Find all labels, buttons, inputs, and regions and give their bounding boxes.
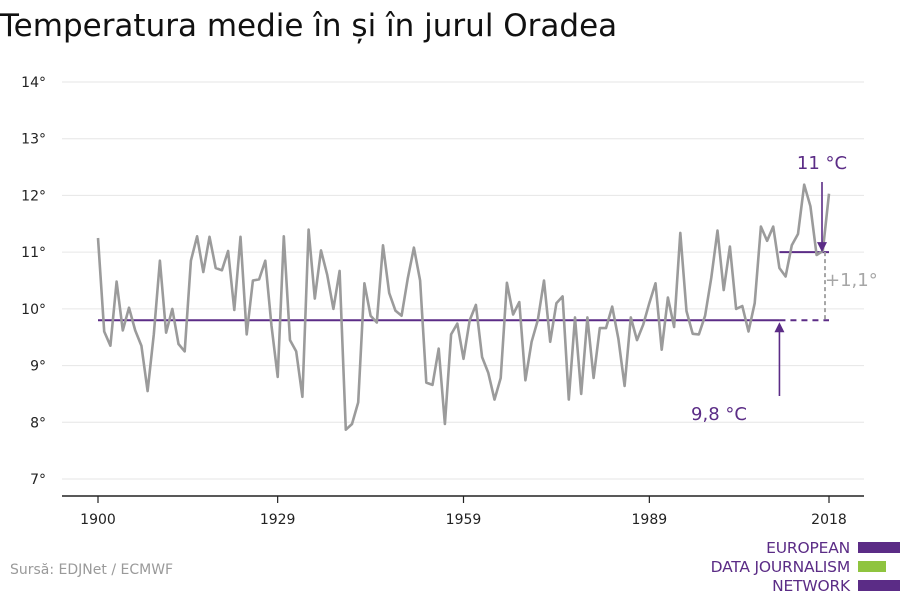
x-tick-label-1989: 1989 <box>632 512 668 528</box>
x-tick-label-1929: 1929 <box>260 512 296 528</box>
arrow-9-8c-head <box>774 322 785 333</box>
annotation-11c: 11 °C <box>797 153 847 174</box>
x-axis: 1900 1929 1959 1989 2018 <box>62 495 864 528</box>
y-tick-label-7: 7° <box>30 472 46 488</box>
logo-bar-purple-2 <box>858 580 900 591</box>
x-tick-label-1959: 1959 <box>446 512 482 528</box>
annotation-difference: +1,1° <box>825 270 878 291</box>
source-credit: Sursă: EDJNet / ECMWF <box>10 562 174 578</box>
logo-bar-purple-1 <box>858 542 900 553</box>
arrow-11c-head <box>817 242 827 253</box>
y-tick-label-11: 11° <box>21 245 46 261</box>
y-tick-label-12: 12° <box>21 188 46 204</box>
x-tick-label-1900: 1900 <box>80 512 116 528</box>
logo-line-3: NETWORK <box>772 577 850 595</box>
y-tick-label-10: 10° <box>21 302 46 318</box>
temperature-series-line <box>96 183 831 431</box>
y-tick-labels: 7° 8° 9° 10° 11° 12° 13° 14° <box>21 75 46 488</box>
logo-bar-green <box>858 561 886 572</box>
grid-lines <box>62 81 864 480</box>
x-tick-label-2018: 2018 <box>811 512 847 528</box>
ejn-logo: EUROPEAN DATA JOURNALISM NETWORK <box>700 537 900 597</box>
logo-line-2: DATA JOURNALISM <box>710 558 851 576</box>
annotation-9-8c: 9,8 °C <box>691 404 747 425</box>
y-tick-label-9: 9° <box>30 359 46 375</box>
annotations: 11 °C 9,8 °C +1,1° <box>691 153 878 425</box>
y-tick-label-13: 13° <box>21 132 46 148</box>
y-tick-label-14: 14° <box>21 75 46 91</box>
reference-lines <box>98 251 829 322</box>
chart-title: Temperatura medie în și în jurul Oradea <box>0 8 618 44</box>
y-tick-label-8: 8° <box>30 415 46 431</box>
logo-line-1: EUROPEAN <box>766 539 850 557</box>
